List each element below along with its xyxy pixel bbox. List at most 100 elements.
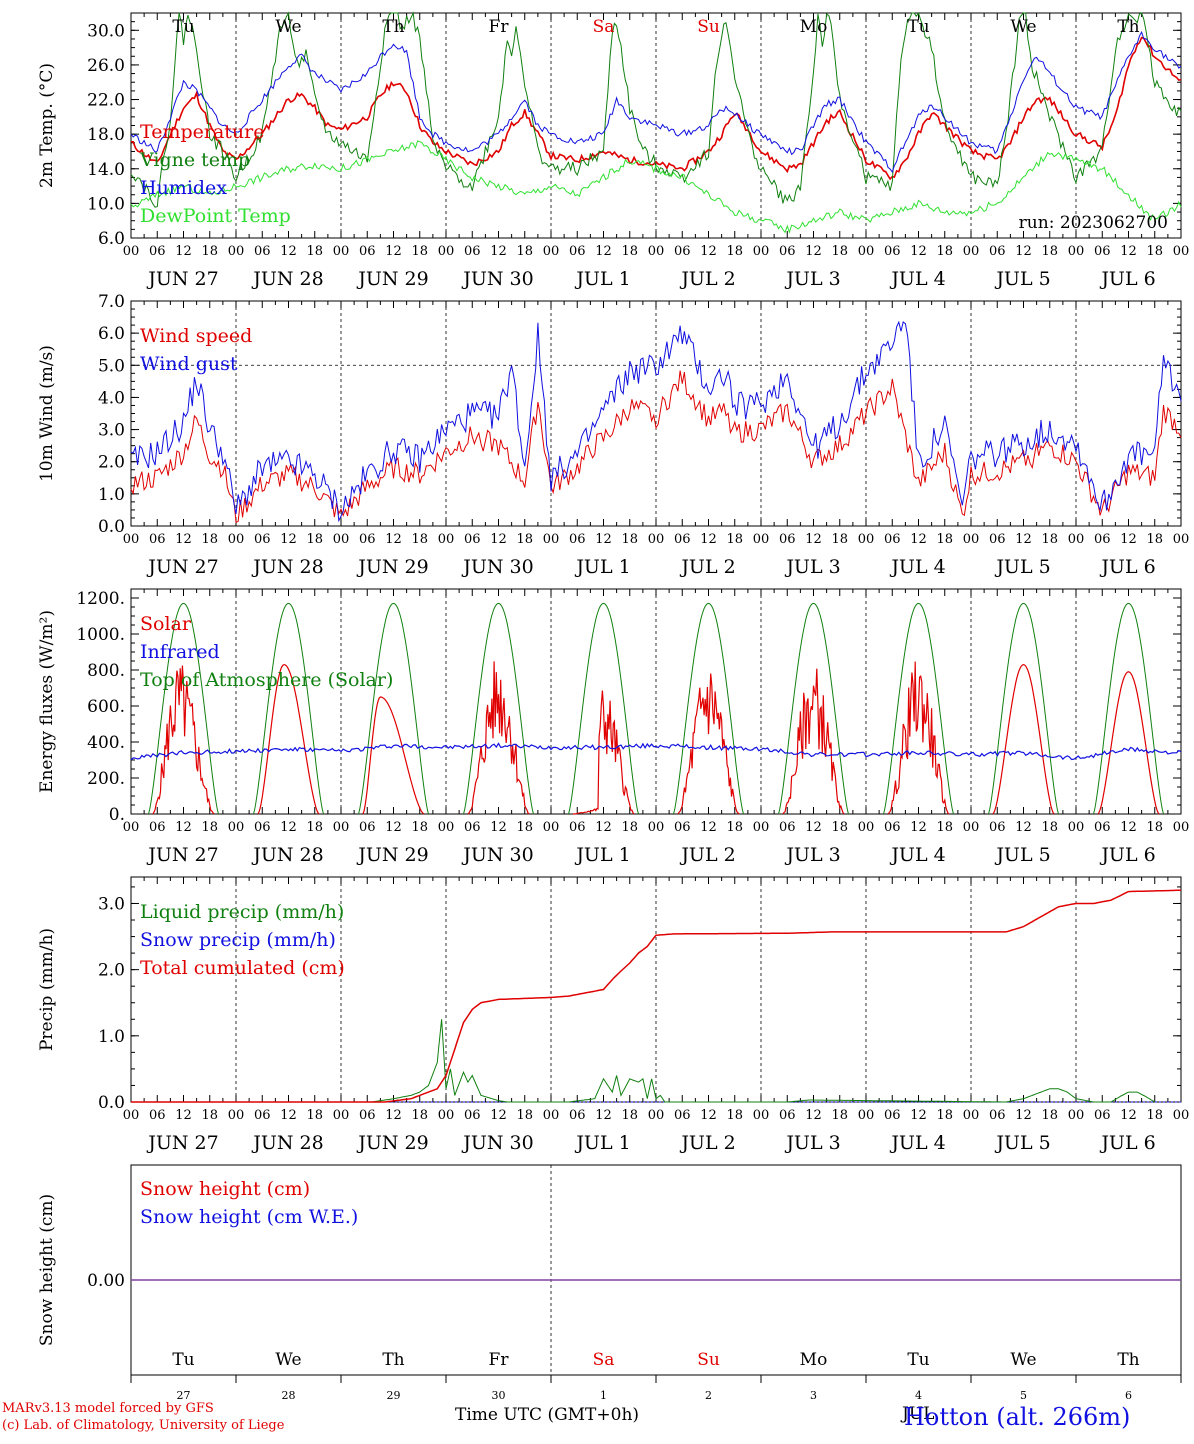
date-label: JUL 5 [994, 1132, 1050, 1154]
series-line-toa [568, 602, 639, 815]
hour-tick-label: 18 [306, 244, 323, 259]
hour-tick-label: 18 [1041, 532, 1058, 547]
y-tick-label: 22.0 [87, 91, 125, 111]
series-line-infrared [130, 742, 1182, 761]
hour-tick-label: 18 [831, 244, 848, 259]
series-line-toa [1093, 602, 1164, 815]
series-line-solar [677, 673, 740, 815]
date-label: JUL 2 [679, 268, 735, 290]
weekday-label: Fr [489, 1350, 510, 1370]
hour-tick-label: 18 [201, 1108, 218, 1123]
hour-tick-label: 00 [123, 1108, 140, 1123]
series-line-toa [253, 602, 324, 815]
hour-tick-label: 00 [333, 244, 350, 259]
weekday-label: Th [382, 17, 404, 37]
hour-tick-label: 12 [1015, 244, 1032, 259]
y-tick-label: 1.0 [98, 485, 125, 505]
y-tick-label: 6.0 [98, 229, 125, 249]
day-number-label: 1 [600, 1389, 607, 1402]
hour-tick-label: 18 [936, 244, 953, 259]
hour-tick-label: 12 [280, 1108, 297, 1123]
date-label: JUL 5 [994, 268, 1050, 290]
hour-tick-label: 00 [963, 1108, 980, 1123]
hour-tick-label: 06 [359, 1108, 376, 1123]
hour-tick-label: 00 [543, 820, 560, 835]
hour-tick-label: 18 [516, 820, 533, 835]
date-label: JUN 27 [146, 1132, 218, 1154]
hour-tick-label: 00 [963, 244, 980, 259]
hour-tick-label: 00 [543, 244, 560, 259]
hour-tick-label: 12 [910, 1108, 927, 1123]
series-line-total-cumulated [131, 889, 1182, 1103]
hour-tick-label: 12 [385, 244, 402, 259]
day-number-label: 2 [705, 1389, 712, 1402]
hour-tick-label: 06 [884, 244, 901, 259]
hour-tick-label: 06 [884, 820, 901, 835]
weekday-label: Mo [800, 1350, 828, 1370]
hour-tick-label: 00 [543, 1108, 560, 1123]
hour-tick-label: 12 [490, 1108, 507, 1123]
hour-tick-label: 00 [858, 820, 875, 835]
hour-tick-label: 18 [621, 244, 638, 259]
series-line-liquid-precip [131, 1019, 1156, 1103]
legend-entry: Snow precip (mm/h) [140, 929, 336, 951]
y-tick-label: 0. [109, 805, 125, 825]
hour-tick-label: 00 [543, 532, 560, 547]
hour-tick-label: 00 [648, 532, 665, 547]
series-line-toa [988, 602, 1059, 815]
hour-tick-label: 18 [831, 1108, 848, 1123]
hour-tick-label: 00 [963, 532, 980, 547]
hour-tick-label: 12 [490, 820, 507, 835]
y-axis-title: Energy fluxes (W/m²) [37, 610, 57, 793]
hour-tick-label: 06 [569, 1108, 586, 1123]
y-tick-label: 800. [87, 661, 125, 681]
y-tick-label: 400. [87, 733, 125, 753]
weekday-label: Th [1117, 17, 1139, 37]
hour-tick-label: 06 [1094, 244, 1111, 259]
hour-tick-label: 00 [858, 1108, 875, 1123]
hour-tick-label: 12 [175, 820, 192, 835]
hour-tick-label: 00 [123, 532, 140, 547]
y-tick-label: 6.0 [98, 324, 125, 344]
date-label: JUL 6 [1099, 1132, 1155, 1154]
hour-tick-label: 18 [411, 1108, 428, 1123]
y-tick-label: 4.0 [98, 388, 125, 408]
legend-entry: Top of Atmosphere (Solar) [140, 669, 393, 691]
hour-tick-label: 06 [779, 532, 796, 547]
legend-entry: Total cumulated (cm) [140, 957, 345, 979]
legend-entry: Snow height (cm W.E.) [140, 1206, 358, 1228]
series-line-blue [130, 30, 1182, 173]
hour-tick-label: 12 [700, 532, 717, 547]
hour-tick-label: 06 [779, 1108, 796, 1123]
date-label: JUN 29 [356, 556, 428, 578]
hour-tick-label: 18 [201, 532, 218, 547]
hour-tick-label: 12 [700, 244, 717, 259]
hour-tick-label: 18 [726, 532, 743, 547]
y-tick-label: 600. [87, 697, 125, 717]
date-label: JUL 4 [889, 844, 945, 866]
y-tick-label: 10.0 [87, 194, 125, 214]
hour-tick-label: 12 [910, 820, 927, 835]
y-tick-label: 1000. [76, 625, 125, 645]
weekday-label: Mo [800, 17, 828, 37]
y-tick-label: 3.0 [98, 894, 125, 914]
hour-tick-label: 12 [805, 820, 822, 835]
hour-tick-label: 18 [1146, 244, 1163, 259]
date-label: JUL 1 [574, 1132, 630, 1154]
hour-tick-label: 06 [884, 532, 901, 547]
legend-entry: Solar [140, 613, 192, 635]
day-number-label: 30 [492, 1389, 506, 1402]
hour-tick-label: 12 [175, 532, 192, 547]
y-tick-label: 1200. [76, 589, 125, 609]
day-number-label: 5 [1020, 1389, 1027, 1402]
hour-tick-label: 06 [359, 820, 376, 835]
series-line-toa [463, 602, 534, 815]
y-tick-label: 200. [87, 769, 125, 789]
hour-tick-label: 12 [385, 820, 402, 835]
station-label: Hotton (alt. 266m) [904, 1403, 1131, 1431]
hour-tick-label: 00 [1173, 532, 1190, 547]
weekday-label: Th [1117, 1350, 1139, 1370]
y-tick-label: 0.0 [98, 517, 125, 537]
hour-tick-label: 18 [411, 244, 428, 259]
